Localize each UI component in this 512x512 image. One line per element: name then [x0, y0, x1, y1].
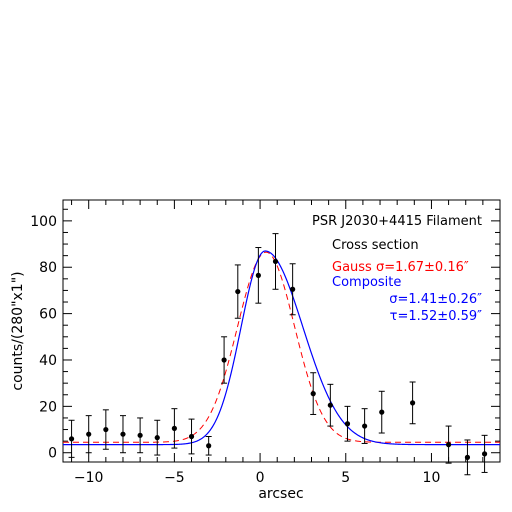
data-marker	[120, 431, 126, 437]
gauss-fit-label: Gauss σ=1.67±0.16″	[332, 260, 469, 275]
data-point	[464, 439, 471, 476]
x-tick-label: −10	[74, 470, 104, 486]
data-point	[205, 435, 212, 456]
y-axis-label: counts/(280"x1")	[10, 271, 26, 390]
data-point	[188, 418, 195, 455]
composite-fit-label: Composite	[332, 275, 401, 290]
fit-curves	[63, 250, 500, 446]
x-tick-label: 0	[256, 470, 265, 486]
data-marker	[327, 402, 333, 408]
data-point	[272, 233, 279, 290]
data-point	[361, 408, 368, 444]
axis-ticks	[63, 200, 501, 462]
data-marker	[362, 423, 368, 429]
x-tick-label: 10	[423, 470, 441, 486]
data-point	[327, 383, 334, 427]
data-marker	[171, 425, 177, 431]
data-point	[85, 415, 92, 454]
composite-fit-curve	[63, 250, 500, 446]
x-tick-label: 5	[341, 470, 350, 486]
data-point	[409, 381, 416, 425]
data-point	[221, 336, 228, 384]
data-marker	[103, 426, 109, 433]
data-marker	[481, 451, 488, 457]
data-point	[119, 415, 126, 454]
subtitle-annotation: Cross section	[332, 238, 419, 253]
data-point	[154, 419, 161, 456]
plot-area-border	[62, 199, 501, 463]
data-marker	[86, 431, 92, 437]
data-marker	[290, 286, 296, 292]
plot-frame	[62, 199, 501, 463]
y-tick-label: 80	[39, 260, 57, 276]
gauss-fit-curve	[63, 251, 500, 443]
composite-sigma-label: σ=1.41±0.26″	[389, 292, 482, 307]
data-marker	[272, 258, 279, 265]
data-marker	[137, 432, 143, 438]
data-point	[310, 372, 317, 415]
y-tick-label: 100	[30, 214, 57, 230]
composite-tau-label: τ=1.52±0.59″	[390, 309, 483, 324]
data-point	[137, 417, 144, 454]
x-axis-label: arcsec	[258, 486, 303, 502]
data-marker	[310, 391, 316, 397]
data-marker	[206, 443, 212, 449]
data-marker	[188, 433, 195, 440]
data-marker	[445, 442, 452, 448]
y-tick-label: 60	[39, 307, 57, 323]
data-marker	[379, 409, 385, 415]
data-point	[378, 390, 385, 434]
data-point	[234, 264, 241, 319]
data-point	[102, 409, 109, 450]
y-tick-label: 20	[39, 399, 57, 415]
data-point	[481, 434, 488, 473]
data-marker	[154, 435, 160, 441]
data-marker	[221, 357, 227, 363]
data-marker	[344, 421, 351, 427]
source-annotation: PSR J2030+4415 Filament	[312, 214, 482, 229]
x-tick-label: −5	[164, 470, 185, 486]
data-point	[445, 425, 452, 464]
y-tick-label: 40	[39, 353, 57, 369]
data-marker	[464, 454, 471, 460]
data-point	[171, 408, 178, 449]
data-points	[68, 233, 488, 476]
data-marker	[255, 272, 261, 278]
data-marker	[410, 400, 416, 406]
data-point	[344, 405, 351, 442]
data-marker	[68, 436, 75, 442]
data-point	[255, 247, 262, 304]
y-tick-label: 0	[48, 446, 57, 462]
data-marker	[235, 288, 241, 295]
data-point	[68, 419, 75, 458]
data-point	[289, 263, 296, 316]
